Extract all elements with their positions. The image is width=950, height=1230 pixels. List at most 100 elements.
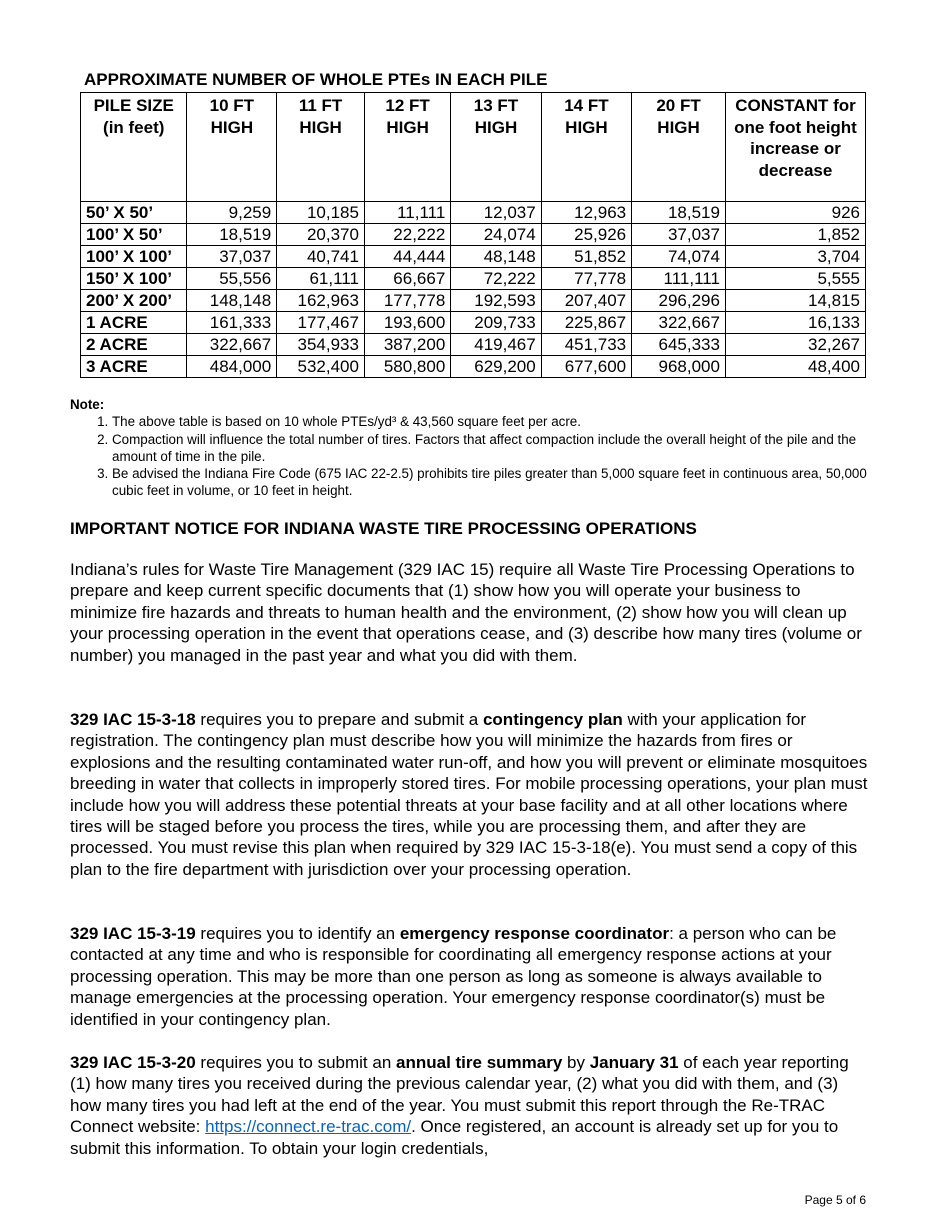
table-row: 2 ACRE 322,667 354,933 387,200 419,467 451,73… <box>79 333 867 356</box>
value-cell: 12,963 <box>540 201 633 224</box>
due-date: January 31 <box>589 1053 679 1072</box>
pile-size-cell: 150’ X 100’ <box>79 267 188 290</box>
value-cell: 66,667 <box>363 267 452 290</box>
column-header: PILE SIZE (in feet) <box>79 92 188 202</box>
value-cell: 48,400 <box>724 355 867 378</box>
value-cell: 968,000 <box>631 355 726 378</box>
value-cell: 37,037 <box>631 223 726 246</box>
value-cell: 177,467 <box>276 311 365 334</box>
value-cell: 10,185 <box>276 201 365 224</box>
value-cell: 1,852 <box>724 223 867 246</box>
notes: Note: The above table is based on 10 who… <box>70 396 870 500</box>
text: requires you to identify an <box>195 924 400 943</box>
text: : a person who can be contacted at any t… <box>70 924 837 1029</box>
column-header: 11 FT HIGH <box>276 92 365 202</box>
table-row: 150’ X 100’ 55,556 61,111 66,667 72,222 77,77… <box>79 267 867 290</box>
value-cell: 225,867 <box>540 311 633 334</box>
value-cell: 77,778 <box>540 267 633 290</box>
retrac-link[interactable]: https://connect.re-trac.com/ <box>205 1117 412 1137</box>
note-item: Be advised the Indiana Fire Code (675 IA… <box>112 465 870 500</box>
value-cell: 177,778 <box>363 289 452 312</box>
pile-size-cell: 2 ACRE <box>79 333 188 356</box>
table-title: APPROXIMATE NUMBER OF WHOLE PTEs IN EACH… <box>84 70 548 89</box>
coordinator-paragraph: 329 IAC 15-3-19 requires you to identify… <box>70 923 870 1030</box>
value-cell: 192,593 <box>450 289 542 312</box>
value-cell: 25,926 <box>540 223 633 246</box>
value-cell: 72,222 <box>450 267 542 290</box>
note-item: Compaction will influence the total numb… <box>112 431 870 466</box>
column-header: 12 FT HIGH <box>363 92 452 202</box>
value-cell: 209,733 <box>450 311 542 334</box>
column-header: 20 FT HIGH <box>631 92 726 202</box>
value-cell: 111,111 <box>631 267 726 290</box>
value-cell: 32,267 <box>724 333 867 356</box>
value-cell: 74,074 <box>631 245 726 268</box>
value-cell: 645,333 <box>631 333 726 356</box>
value-cell: 629,200 <box>450 355 542 378</box>
value-cell: 16,133 <box>724 311 867 334</box>
term: contingency plan <box>482 710 623 729</box>
value-cell: 12,037 <box>450 201 542 224</box>
value-cell: 322,667 <box>186 333 278 356</box>
value-cell: 22,222 <box>363 223 452 246</box>
value-cell: 484,000 <box>186 355 278 378</box>
note-item: The above table is based on 10 whole PTE… <box>112 413 870 430</box>
pile-size-cell: 200’ X 200’ <box>79 289 188 312</box>
pile-size-cell: 3 ACRE <box>79 355 188 378</box>
value-cell: 322,667 <box>631 311 726 334</box>
value-cell: 3,704 <box>724 245 867 268</box>
table-row: 200’ X 200’ 148,148 162,963 177,778 192,593 2… <box>79 289 867 312</box>
value-cell: 387,200 <box>363 333 452 356</box>
value-cell: 926 <box>724 201 867 224</box>
pte-table: PILE SIZE (in feet) 10 FT HIGH 11 FT HIGH 1… <box>79 92 867 378</box>
value-cell: 44,444 <box>363 245 452 268</box>
term: annual tire summary <box>396 1053 563 1072</box>
value-cell: 24,074 <box>450 223 542 246</box>
value-cell: 20,370 <box>276 223 365 246</box>
value-cell: 419,467 <box>450 333 542 356</box>
value-cell: 193,600 <box>363 311 452 334</box>
column-header: CONSTANT for one foot height increase or… <box>724 92 867 202</box>
value-cell: 11,111 <box>363 201 452 224</box>
rule-ref: 329 IAC 15-3-18 <box>70 710 196 729</box>
table-row: 50’ X 50’ 9,259 10,185 11,111 12,037 12,963 18… <box>79 201 867 224</box>
value-cell: 37,037 <box>186 245 278 268</box>
table-row: 100’ X 50’ 18,519 20,370 22,222 24,074 25,926… <box>79 223 867 246</box>
value-cell: 148,148 <box>186 289 278 312</box>
table-header-row: PILE SIZE (in feet) 10 FT HIGH 11 FT HIGH 1… <box>79 92 867 202</box>
column-header: 10 FT HIGH <box>186 92 278 202</box>
value-cell: 532,400 <box>276 355 365 378</box>
text: . Once registered, an account is already… <box>70 1117 839 1158</box>
value-cell: 580,800 <box>363 355 452 378</box>
pile-size-cell: 100’ X 50’ <box>79 223 188 246</box>
value-cell: 40,741 <box>276 245 365 268</box>
pile-size-cell: 1 ACRE <box>79 311 188 334</box>
value-cell: 51,852 <box>540 245 633 268</box>
pile-size-cell: 50’ X 50’ <box>79 201 188 224</box>
value-cell: 55,556 <box>186 267 278 290</box>
column-header: 13 FT HIGH <box>450 92 542 202</box>
value-cell: 14,815 <box>724 289 867 312</box>
value-cell: 354,933 <box>276 333 365 356</box>
value-cell: 18,519 <box>631 201 726 224</box>
value-cell: 61,111 <box>276 267 365 290</box>
value-cell: 48,148 <box>450 245 542 268</box>
text: by <box>562 1053 590 1072</box>
value-cell: 9,259 <box>186 201 278 224</box>
page-number: Page 5 of 6 <box>804 1193 866 1207</box>
value-cell: 451,733 <box>540 333 633 356</box>
text: requires you to prepare and submit a <box>195 710 483 729</box>
column-header: 14 FT HIGH <box>540 92 633 202</box>
table-row: 3 ACRE 484,000 532,400 580,800 629,200 677,60… <box>79 355 867 378</box>
pile-size-cell: 100’ X 100’ <box>79 245 188 268</box>
table-row: 1 ACRE 161,333 177,467 193,600 209,733 225,86… <box>79 311 867 334</box>
rule-ref: 329 IAC 15-3-20 <box>70 1053 196 1072</box>
value-cell: 207,407 <box>540 289 633 312</box>
value-cell: 161,333 <box>186 311 278 334</box>
term: emergency response coordinator <box>399 924 670 943</box>
intro-paragraph: Indiana’s rules for Waste Tire Managemen… <box>70 560 862 665</box>
value-cell: 18,519 <box>186 223 278 246</box>
value-cell: 296,296 <box>631 289 726 312</box>
text: requires you to submit an <box>195 1053 397 1072</box>
table-row: 100’ X 100’ 37,037 40,741 44,444 48,148 51,85… <box>79 245 867 268</box>
